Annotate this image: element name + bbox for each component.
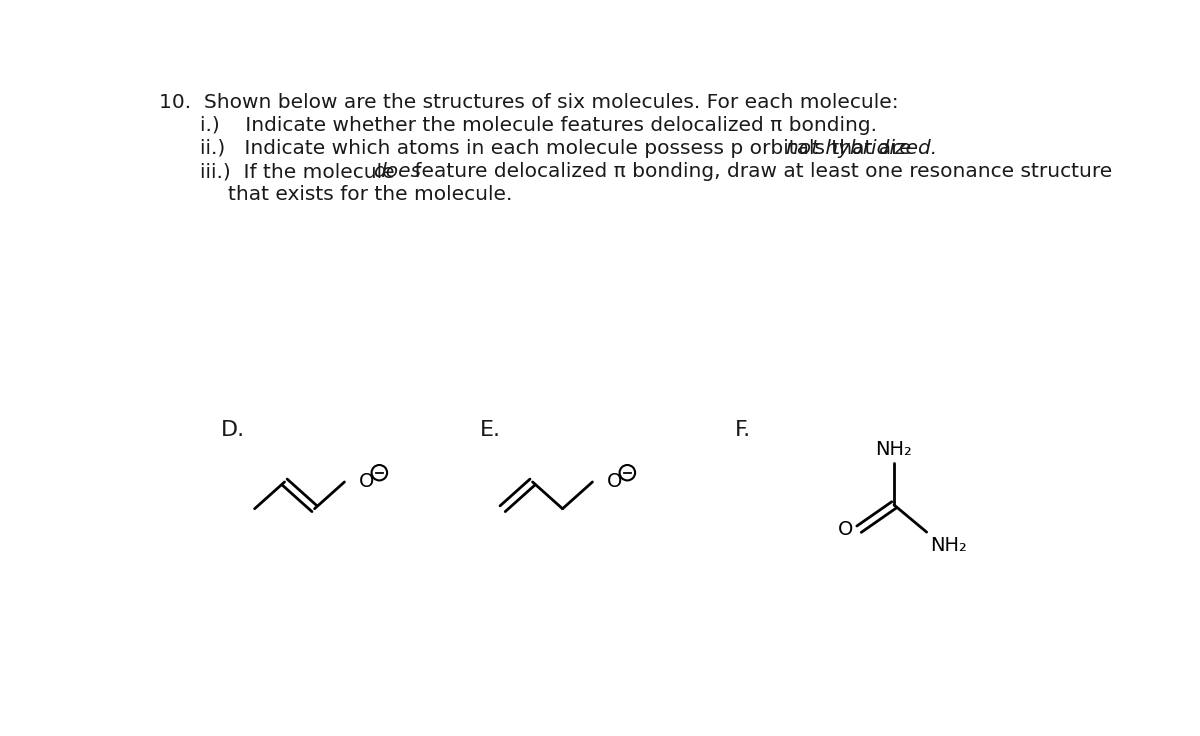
Text: iii.)  If the molecule: iii.) If the molecule — [200, 162, 401, 181]
Text: D.: D. — [221, 420, 246, 440]
Text: i.)    Indicate whether the molecule features delocalized π bonding.: i.) Indicate whether the molecule featur… — [200, 116, 877, 135]
Text: O: O — [359, 473, 373, 492]
Text: NH₂: NH₂ — [876, 439, 912, 459]
Text: not hybridized.: not hybridized. — [786, 139, 937, 158]
Text: does: does — [373, 162, 421, 181]
Text: E.: E. — [479, 420, 500, 440]
Text: ii.)   Indicate which atoms in each molecule possess p orbitals that are: ii.) Indicate which atoms in each molecu… — [200, 139, 918, 158]
Text: O: O — [838, 520, 853, 539]
Text: F.: F. — [736, 420, 751, 440]
Text: NH₂: NH₂ — [930, 536, 967, 555]
Text: O: O — [606, 473, 622, 492]
Text: 10.  Shown below are the structures of six molecules. For each molecule:: 10. Shown below are the structures of si… — [160, 93, 899, 112]
Text: feature delocalized π bonding, draw at least one resonance structure: feature delocalized π bonding, draw at l… — [408, 162, 1112, 181]
Text: that exists for the molecule.: that exists for the molecule. — [228, 185, 512, 205]
